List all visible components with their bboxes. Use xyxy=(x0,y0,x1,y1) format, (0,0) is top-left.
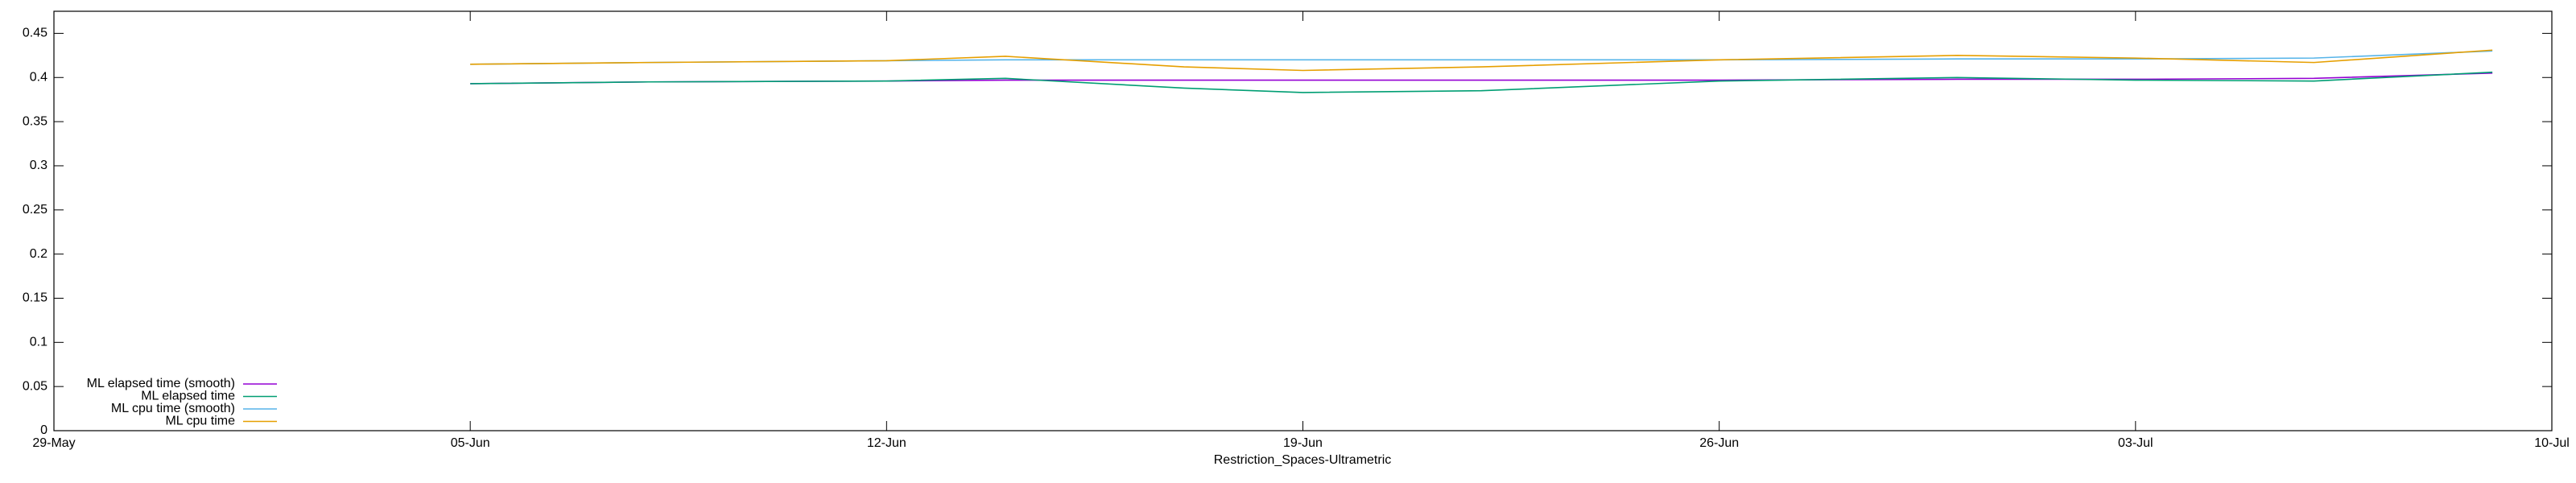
x-tick-label: 05-Jun xyxy=(451,436,490,450)
x-axis-label: Restriction_Spaces-Ultrametric xyxy=(1214,453,1392,467)
legend-label: ML elapsed time xyxy=(141,390,235,403)
x-tick-label: 29-May xyxy=(32,436,75,450)
legend-label: ML elapsed time (smooth) xyxy=(87,377,235,390)
y-tick-label: 0.3 xyxy=(30,159,47,172)
x-tick-label: 03-Jul xyxy=(2118,436,2153,450)
x-tick-label: 26-Jun xyxy=(1699,436,1739,450)
y-tick-label: 0.1 xyxy=(30,336,47,349)
y-tick-label: 0.45 xyxy=(23,27,47,40)
y-tick-label: 0 xyxy=(40,423,47,437)
x-tick-label: 19-Jun xyxy=(1283,436,1323,450)
series-line xyxy=(470,50,2493,65)
series-line xyxy=(470,49,2493,72)
series-line xyxy=(470,71,2493,93)
y-tick-label: 0.2 xyxy=(30,247,47,261)
y-tick-label: 0.25 xyxy=(23,203,47,217)
legend-label: ML cpu time xyxy=(165,415,235,428)
y-tick-label: 0.15 xyxy=(23,291,47,305)
y-tick-label: 0.35 xyxy=(23,114,47,128)
plot-frame xyxy=(53,10,2553,431)
y-tick-label: 0.05 xyxy=(23,379,47,393)
y-tick-label: 0.4 xyxy=(30,70,47,84)
x-tick-label: 12-Jun xyxy=(867,436,906,450)
legend-label: ML cpu time (smooth) xyxy=(111,402,235,415)
x-tick-label: 10-Jul xyxy=(2534,436,2570,450)
